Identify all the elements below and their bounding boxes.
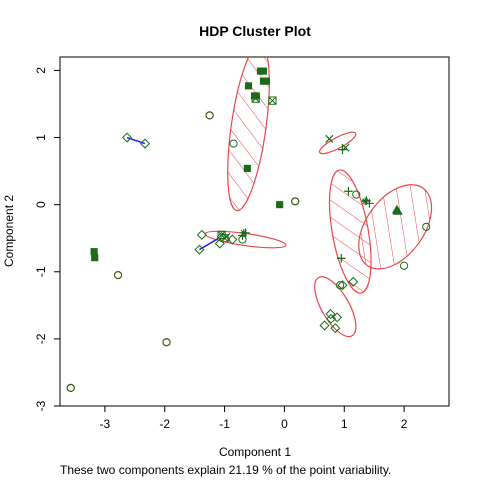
point-circle — [229, 139, 238, 148]
point-square — [90, 248, 98, 256]
x-axis-label: Component 1 — [219, 445, 291, 459]
point-square — [91, 254, 99, 262]
point-diamond — [227, 234, 238, 245]
point-diamond — [122, 132, 133, 143]
point-diamond — [319, 320, 330, 331]
cluster-ellipse — [358, 184, 433, 270]
point-square — [259, 77, 268, 85]
y-tick-label: 0 — [34, 201, 48, 208]
cluster-link — [126, 136, 146, 145]
point-plus — [338, 145, 347, 154]
point-star — [240, 229, 248, 237]
point-diamond — [214, 238, 225, 249]
y-tick-label: -3 — [34, 400, 48, 411]
point-x — [325, 134, 334, 143]
point-diamond — [326, 313, 337, 324]
cluster-ellipse — [227, 57, 270, 212]
point-x — [222, 232, 231, 241]
x-tick-label: 1 — [341, 417, 348, 431]
point-circle — [335, 281, 345, 290]
point-square — [256, 67, 265, 75]
point-plus — [344, 186, 353, 196]
point-circle — [352, 190, 361, 199]
cluster-ellipse — [318, 131, 357, 155]
point-circle — [66, 383, 75, 392]
point-circle — [113, 271, 123, 280]
point-diamond — [348, 276, 359, 287]
x-tick-label: -1 — [219, 417, 230, 431]
y-axis-label: Component 2 — [2, 195, 16, 267]
cluster-links — [126, 136, 219, 251]
x-tick-label: -3 — [100, 417, 111, 431]
point-diamond — [196, 229, 207, 240]
x-tick-label: 2 — [401, 417, 408, 431]
point-box-x — [268, 96, 277, 105]
point-diamond — [330, 323, 341, 334]
point-star — [361, 197, 369, 205]
point-square — [244, 82, 253, 90]
y-tick-label: -2 — [34, 333, 48, 344]
axis-ticks: -3 -2 -1 0 1 2 -3 -2 -1 0 1 2 — [34, 67, 408, 431]
point-diamond — [325, 309, 336, 320]
cluster-ellipse — [314, 276, 357, 338]
point-circle — [422, 222, 431, 231]
point-plus — [336, 254, 346, 263]
point-circle — [162, 338, 171, 347]
data-points — [66, 67, 431, 392]
y-tick-label: 2 — [34, 67, 48, 74]
variability-subtitle: These two components explain 21.19 % of … — [60, 463, 391, 477]
point-square — [276, 201, 284, 209]
point-square — [243, 164, 251, 172]
point-diamond — [337, 280, 348, 291]
y-tick-label: -1 — [34, 266, 48, 277]
point-triangle — [392, 206, 403, 215]
cluster-link — [199, 237, 219, 251]
point-box-x — [251, 94, 260, 103]
y-tick-label: 1 — [34, 134, 48, 141]
x-tick-label: 0 — [281, 417, 288, 431]
x-tick-label: -2 — [159, 417, 170, 431]
point-circle — [205, 111, 214, 120]
point-circle — [291, 197, 300, 206]
chart-title: HDP Cluster Plot — [199, 23, 311, 39]
point-diamond — [139, 138, 151, 149]
point-circle — [400, 261, 409, 270]
point-diamond — [194, 244, 205, 255]
point-diamond — [332, 312, 343, 323]
